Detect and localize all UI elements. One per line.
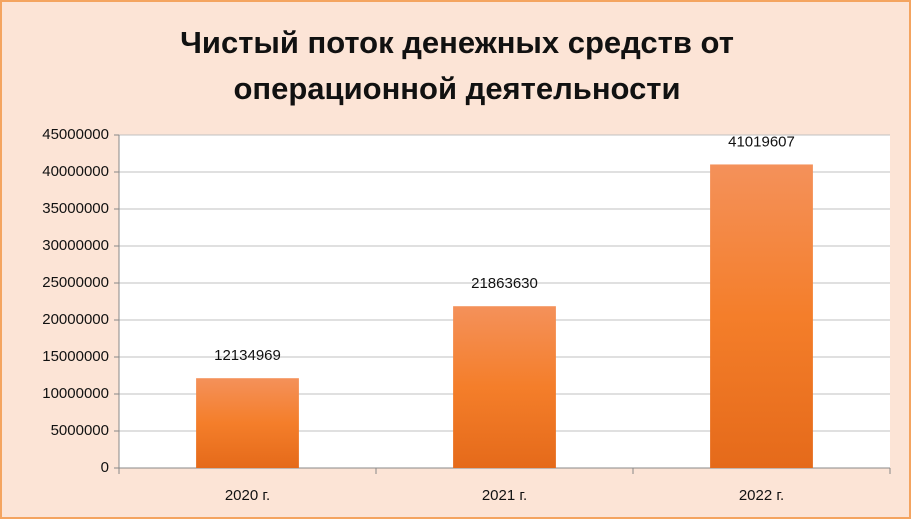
y-tick-label: 10000000 — [42, 385, 109, 402]
bar — [453, 306, 556, 468]
value-label: 21863630 — [471, 275, 538, 292]
x-tick-label: 2020 г. — [225, 487, 270, 504]
y-tick-label: 30000000 — [42, 237, 109, 254]
y-tick-label: 45000000 — [42, 126, 109, 143]
y-tick-label: 25000000 — [42, 274, 109, 291]
value-label: 12134969 — [214, 347, 281, 364]
bar — [196, 378, 299, 468]
y-tick-label: 0 — [101, 459, 109, 476]
y-tick-label: 35000000 — [42, 200, 109, 217]
value-label: 41019607 — [728, 133, 795, 150]
y-tick-label: 40000000 — [42, 163, 109, 180]
x-tick-label: 2021 г. — [482, 487, 527, 504]
y-tick-label: 20000000 — [42, 311, 109, 328]
y-tick-label: 15000000 — [42, 348, 109, 365]
bar — [710, 164, 813, 469]
chart-title: Чистый поток денежных средств от операци… — [180, 25, 734, 106]
x-tick-label: 2022 г. — [739, 487, 784, 504]
y-tick-label: 5000000 — [51, 422, 109, 439]
